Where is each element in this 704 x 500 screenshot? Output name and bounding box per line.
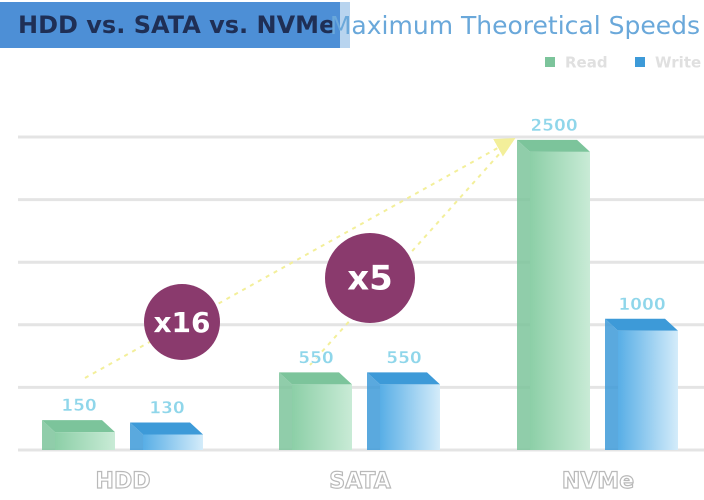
legend-label: Read (565, 54, 608, 72)
arrow (84, 138, 516, 379)
bar (42, 420, 115, 450)
bar-side (517, 139, 530, 450)
bar-front (618, 330, 678, 450)
title-banner-edge (340, 2, 350, 48)
value-label: 2500 (530, 116, 577, 136)
bar (517, 139, 590, 450)
bar (130, 422, 203, 450)
annotation: x16 (153, 306, 210, 339)
bar-side (130, 422, 143, 450)
value-label: 1000 (618, 295, 665, 315)
annotation-bubble (144, 284, 220, 360)
legend-marker (545, 57, 555, 67)
annotation: x5 (347, 259, 393, 299)
bar-front (55, 432, 115, 450)
bar-side (605, 318, 618, 450)
x-tick-label: HDD (96, 469, 151, 494)
bar-top (42, 420, 115, 433)
bar-front (143, 434, 203, 450)
bar-top (279, 372, 352, 385)
legend-label: Write (655, 54, 701, 72)
x-tick-label: SATA (329, 469, 391, 494)
bar-side (367, 372, 380, 450)
bar-front (380, 384, 440, 450)
bar-front (292, 384, 352, 450)
bars: 150 130 HDD 550 550 SATA 2500 1000 NVMe (42, 116, 678, 495)
bar-front (530, 151, 590, 450)
bar-side (42, 420, 55, 450)
value-label: 150 (61, 396, 97, 416)
annotation-bubble (325, 233, 415, 323)
bar (367, 372, 440, 450)
bar (605, 318, 678, 450)
value-label: 130 (149, 398, 185, 418)
x-tick-label: NVMe (562, 469, 634, 494)
legend-marker (635, 57, 645, 67)
chart-title: HDD vs. SATA vs. NVMe (18, 11, 335, 39)
value-label: 550 (298, 348, 334, 368)
bar-top (130, 422, 203, 435)
value-label: 550 (386, 348, 422, 368)
bar (279, 372, 352, 450)
title-banner (0, 2, 340, 48)
bar-top (517, 139, 590, 152)
bar-top (605, 318, 678, 331)
bar-side (279, 372, 292, 450)
chart-subtitle: Maximum Theoretical Speeds (330, 11, 700, 40)
bar-top (367, 372, 440, 385)
